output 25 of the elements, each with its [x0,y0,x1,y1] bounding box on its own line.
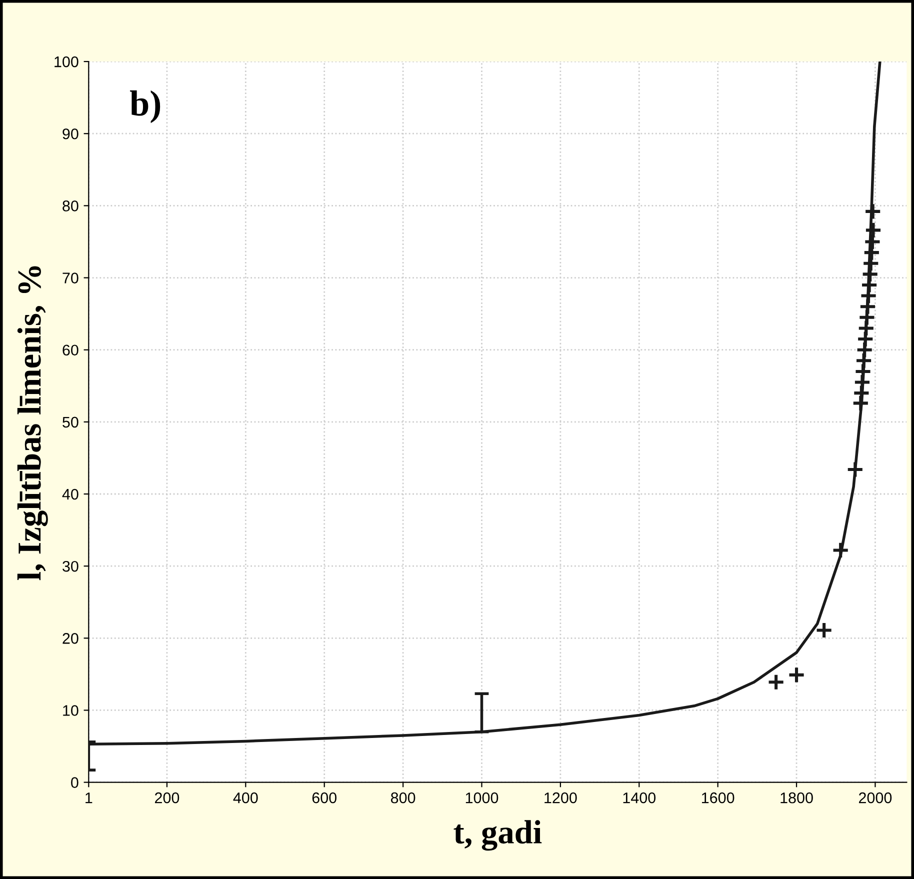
y-tick-label: 80 [62,200,78,212]
x-tick-label: 1 [86,792,92,804]
y-tick-label: 100 [54,56,78,68]
x-tick-label: 1400 [623,792,656,804]
x-tick-label: 200 [154,792,180,804]
y-tick-label: 10 [63,705,78,716]
x-tick-label: 400 [233,792,258,804]
x-tick-label: 800 [390,792,416,804]
y-tick-label: 50 [62,416,78,428]
x-tick-label: 600 [312,792,336,804]
y-tick-label: 70 [62,272,78,284]
x-tick-label: 2000 [858,792,892,804]
y-axis-title: l, Izglītības līmenis, % [17,266,48,580]
y-tick-label: 60 [62,344,78,356]
x-tick-label: 1600 [702,792,734,804]
y-tick-label: 30 [62,560,78,572]
y-tick-label: 90 [62,128,78,140]
y-tick-label: 40 [62,488,78,500]
annotation: b) [130,90,160,124]
x-axis-title: t, gadi [454,820,542,851]
x-tick-label: 1200 [544,792,577,804]
x-tick-label: 1000 [466,792,498,804]
y-tick-label: 0 [71,777,78,788]
x-tick-label: 1800 [780,792,813,804]
y-tick-label: 20 [62,633,78,644]
